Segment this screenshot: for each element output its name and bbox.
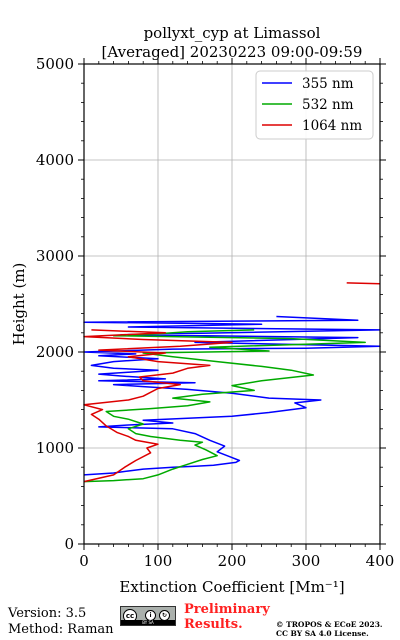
y-tick-label: 4000 <box>36 151 74 169</box>
legend-label-1064: 1064 nm <box>302 118 362 134</box>
preliminary-notice: Preliminary Results. <box>184 602 270 632</box>
cc-license-icon: cc i ↻ BY SA <box>120 606 176 626</box>
copyright-line-2: CC BY SA 4.0 License. <box>276 629 369 638</box>
series-line-2 <box>83 329 233 483</box>
legend: 355 nm 532 nm 1064 nm <box>255 70 374 140</box>
preliminary-line-1: Preliminary <box>184 602 270 617</box>
y-tick-label: 2000 <box>36 343 74 361</box>
chart-title: pollyxt_cyp at Limassol <box>144 24 321 42</box>
copyright-line-1: © TROPOS & ECoE 2023. <box>276 620 383 629</box>
x-tick-label: 300 <box>292 552 321 570</box>
version-text: Version: 3.5 <box>8 606 87 621</box>
preliminary-line-2: Results. <box>184 617 243 632</box>
x-tick-label: 200 <box>218 552 247 570</box>
series-line-1 <box>83 329 366 483</box>
legend-label-532: 532 nm <box>302 97 354 113</box>
series-line-3 <box>346 282 381 285</box>
y-axis-label: Height (m) <box>10 263 28 346</box>
x-tick-label: 100 <box>144 552 173 570</box>
y-tick-label: 1000 <box>36 439 74 457</box>
method-text: Method: Raman <box>8 622 114 637</box>
legend-box <box>255 70 374 140</box>
footer-info: Version: 3.5 Method: Raman <box>8 606 114 638</box>
x-axis-label: Extinction Coefficient [Mm⁻¹] <box>119 578 344 596</box>
extinction-profile-chart: pollyxt_cyp at Limassol [Averaged] 20230… <box>10 24 395 596</box>
y-tick-label: 3000 <box>36 247 74 265</box>
y-tick-label: 0 <box>64 535 74 553</box>
y-tick-label: 5000 <box>36 55 74 73</box>
x-tick-label: 0 <box>79 552 89 570</box>
legend-label-355: 355 nm <box>302 76 354 92</box>
chart-subtitle: [Averaged] 20230223 09:00-09:59 <box>102 43 363 61</box>
copyright-notice: © TROPOS & ECoE 2023. CC BY SA 4.0 Licen… <box>276 620 383 638</box>
x-tick-label: 400 <box>366 552 395 570</box>
